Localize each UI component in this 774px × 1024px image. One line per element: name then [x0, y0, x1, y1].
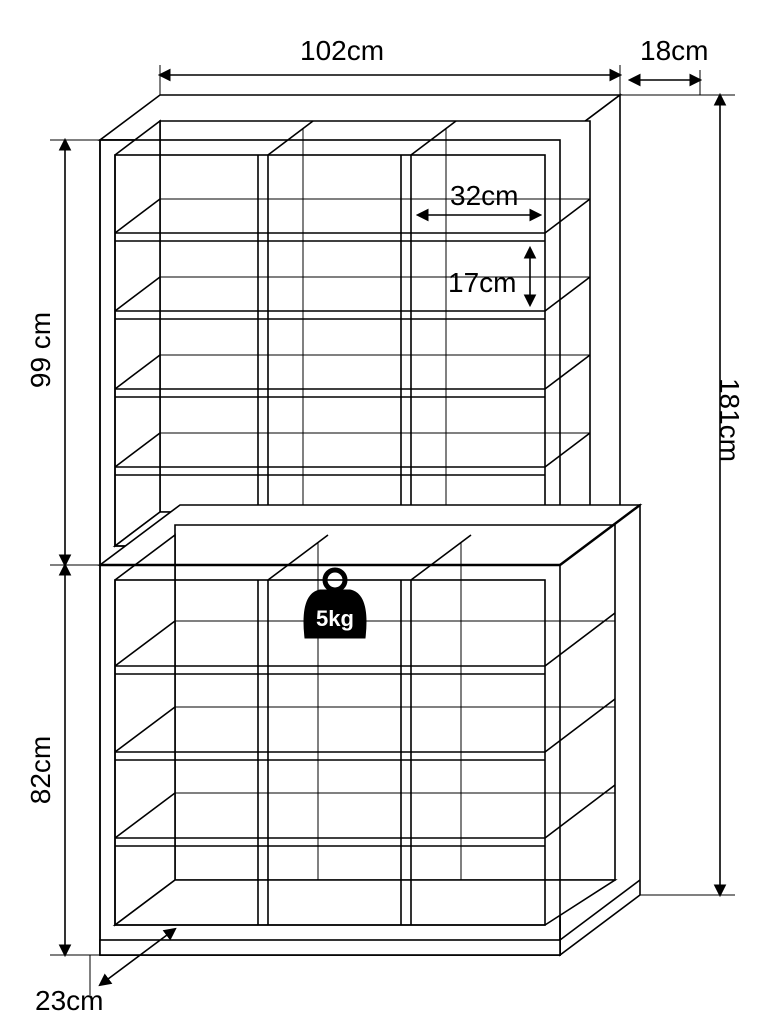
dim-shelf-height-label: 17cm — [448, 267, 516, 298]
weight-label: 5kg — [316, 606, 354, 631]
lower-inner-back — [175, 525, 615, 880]
lower-unit — [100, 505, 640, 955]
lower-inner-bottom — [115, 880, 615, 925]
dim-depth-lower-label: 23cm — [35, 985, 103, 1016]
dim-depth-upper-label: 18cm — [640, 35, 708, 66]
lower-plinth — [100, 940, 560, 955]
dim-upper-height-label: 99 cm — [25, 312, 56, 388]
upper-inner-left — [115, 121, 160, 546]
dim-shelf-width-label: 32cm — [450, 180, 518, 211]
diagram-canvas: 102cm 18cm 181cm 99 cm 82cm 23cm 32cm 17… — [0, 0, 774, 1024]
dim-width-label: 102cm — [300, 35, 384, 66]
upper-unit — [100, 95, 620, 565]
dim-total-height-label: 181cm — [714, 378, 745, 462]
dim-lower-height-label: 82cm — [25, 736, 56, 804]
upper-inner-back — [160, 121, 590, 512]
